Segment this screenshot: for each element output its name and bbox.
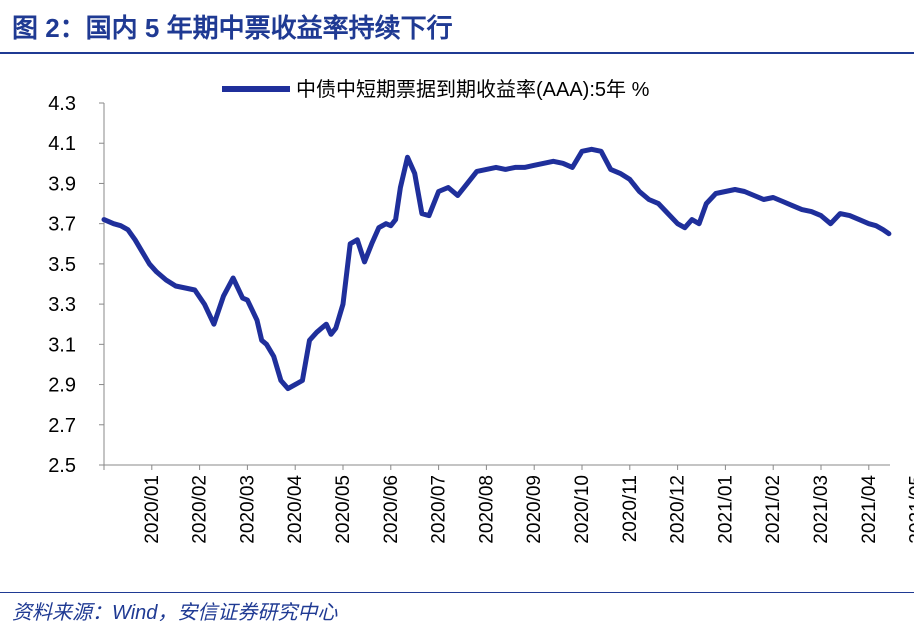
x-tick-label: 2020/05	[333, 475, 354, 544]
x-axis-ticks: 2020/01 2020/02 2020/03 2020/04 2020/05 2020/…	[103, 465, 914, 544]
series-line	[101, 146, 892, 392]
y-tick-label: 2.9	[48, 375, 76, 397]
y-tick-label: 3.3	[48, 294, 76, 316]
y-axis-ticks: 4.3 4.1 3.9 3.7 3.5 3.3 3.1 2.9 2.7 2.5	[48, 93, 104, 477]
line-chart: 中债中短期票据到期收益率(AAA):5年 % 4.3 4.1 3.9 3.7 3.5 3.…	[48, 78, 914, 544]
source-note: 资料来源：Wind，安信证券研究中心	[12, 602, 338, 624]
header-rule	[0, 52, 914, 54]
x-tick-label: 2020/10	[572, 475, 593, 544]
x-tick-label: 2020/12	[668, 475, 689, 544]
x-tick-label: 2021/01	[715, 475, 736, 544]
y-tick-label: 2.7	[48, 415, 76, 437]
x-tick-label: 2020/07	[429, 475, 450, 544]
x-tick-label: 2020/04	[285, 475, 306, 544]
x-tick-label: 2021/04	[859, 475, 880, 544]
chart-title: 图 2：国内 5 年期中票收益率持续下行	[12, 13, 453, 43]
y-tick-label: 2.5	[48, 455, 76, 477]
legend-label: 中债中短期票据到期收益率(AAA):5年 %	[296, 78, 650, 101]
x-tick-label: 2021/05	[907, 475, 914, 544]
x-tick-label: 2020/08	[476, 475, 497, 544]
x-tick-label: 2020/11	[620, 475, 641, 542]
x-tick-label: 2020/09	[524, 475, 545, 544]
x-tick-label: 2020/06	[381, 475, 402, 544]
x-tick-label: 2020/02	[190, 475, 211, 544]
x-tick-label: 2021/03	[811, 475, 832, 544]
y-tick-label: 4.3	[48, 93, 76, 115]
x-tick-label: 2021/02	[763, 475, 784, 544]
y-tick-label: 3.9	[48, 173, 76, 195]
footer-rule	[0, 592, 914, 593]
y-tick-label: 4.1	[48, 133, 76, 155]
legend: 中债中短期票据到期收益率(AAA):5年 %	[222, 78, 650, 101]
y-tick-label: 3.5	[48, 254, 76, 276]
y-tick-label: 3.7	[48, 214, 76, 236]
x-tick-label: 2020/03	[237, 475, 258, 544]
x-tick-label: 2020/01	[142, 475, 163, 544]
y-tick-label: 3.1	[48, 334, 76, 356]
